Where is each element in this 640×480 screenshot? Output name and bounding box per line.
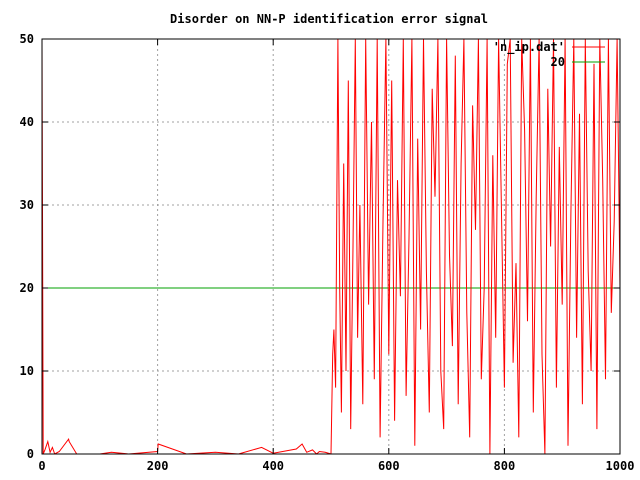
axis-ticks: 0 10 20 30 40 50 0 200 400 600 800 1000 [20, 32, 635, 473]
tick-label-y-50: 50 [20, 32, 34, 46]
plot-series [42, 39, 620, 454]
tick-label-y-40: 40 [20, 115, 34, 129]
tick-label-x-800: 800 [494, 459, 516, 473]
tick-label-y-0: 0 [27, 447, 34, 461]
chart-title: Disorder on NN-P identification error si… [170, 12, 488, 26]
legend: 'n_ip.dat' 20 [493, 40, 605, 69]
tick-label-x-0: 0 [38, 459, 45, 473]
tick-label-y-10: 10 [20, 364, 34, 378]
legend-label-n-ip-dat: 'n_ip.dat' [493, 40, 565, 55]
tick-label-x-1000: 1000 [606, 459, 635, 473]
series-line-n-ip-dat [42, 39, 620, 454]
legend-label-20: 20 [551, 55, 565, 69]
tick-label-x-600: 600 [378, 459, 400, 473]
tick-label-x-400: 400 [262, 459, 284, 473]
tick-label-y-20: 20 [20, 281, 34, 295]
tick-label-x-200: 200 [147, 459, 169, 473]
plot-frame [41, 38, 621, 455]
tick-label-y-30: 30 [20, 198, 34, 212]
